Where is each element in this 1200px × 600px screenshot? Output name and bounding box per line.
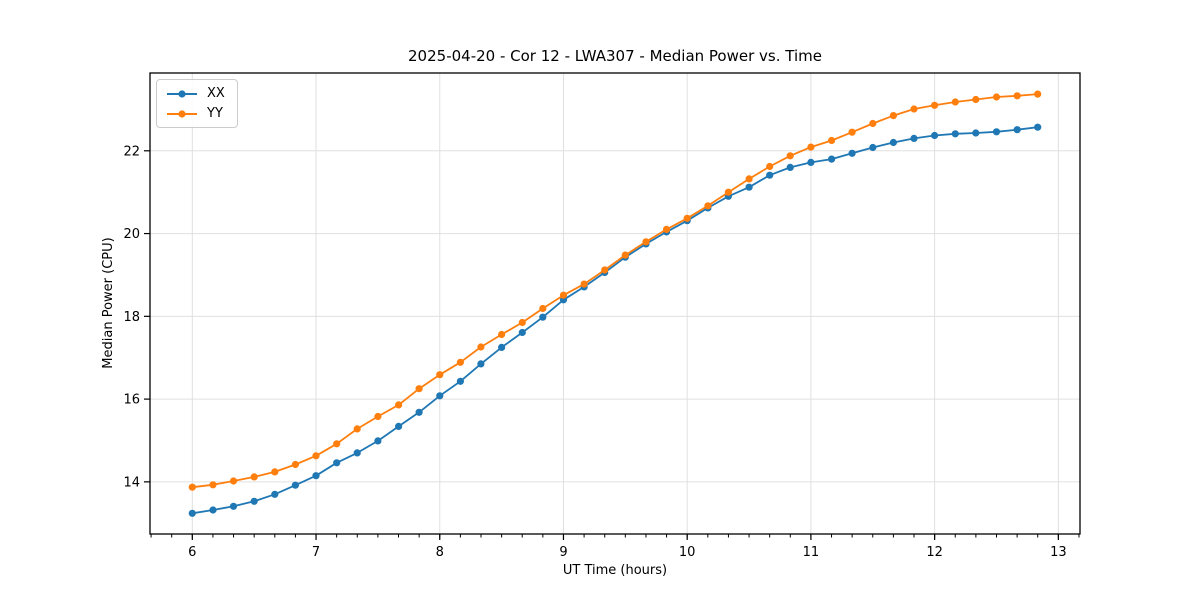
chart-title: 2025-04-20 - Cor 12 - LWA307 - Median Po…	[408, 47, 822, 65]
legend-label-xx: XX	[207, 86, 225, 101]
legend: XX YY	[156, 79, 238, 128]
y-tick-label: 22	[123, 144, 140, 159]
x-tick-label: 6	[188, 545, 196, 560]
legend-line-marker-icon	[167, 109, 197, 118]
legend-entry-yy: YY	[166, 106, 225, 121]
grid-layer	[150, 73, 1080, 534]
legend-label-yy: YY	[207, 106, 223, 121]
tick-labels-layer: 6 7 8 9 10 11 12 13 14 16 18 20 22	[123, 144, 1066, 560]
x-tick-label: 11	[803, 545, 820, 560]
y-tick-label: 20	[123, 227, 140, 242]
x-tick-label: 13	[1050, 545, 1067, 560]
x-axis-label: UT Time (hours)	[562, 563, 668, 578]
legend-entry-xx: XX	[166, 86, 225, 101]
y-tick-label: 16	[123, 393, 140, 408]
series-layer	[188, 90, 1042, 517]
x-tick-label: 10	[679, 545, 696, 560]
x-tick-label: 8	[436, 545, 444, 560]
x-tick-label: 12	[926, 545, 943, 560]
legend-line-marker-icon	[167, 89, 197, 98]
y-tick-label: 18	[123, 310, 140, 325]
x-tick-label: 7	[312, 545, 320, 560]
axes-layer	[144, 72, 1081, 540]
y-tick-label: 14	[123, 475, 140, 490]
x-tick-label: 9	[559, 545, 567, 560]
